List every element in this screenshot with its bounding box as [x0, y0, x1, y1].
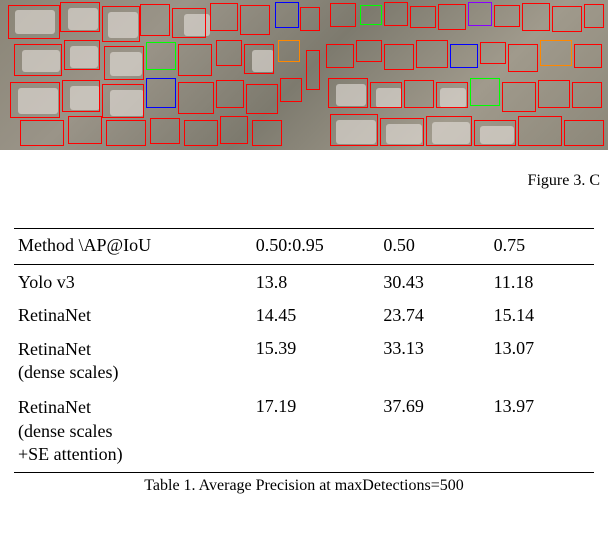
table-body: Yolo v313.830.4311.18RetinaNet14.4523.74… [14, 266, 594, 473]
detection-bbox [502, 82, 536, 112]
table-row: RetinaNet(dense scales)15.3933.1313.07 [14, 332, 594, 391]
detection-bbox [450, 44, 478, 68]
detection-bbox [102, 6, 140, 42]
detection-bbox [172, 8, 206, 38]
detection-bbox [326, 44, 354, 68]
cell-b: 30.43 [379, 266, 489, 299]
detection-bbox [246, 84, 278, 114]
detection-bbox [436, 82, 468, 108]
detection-bbox [438, 4, 466, 30]
detection-bbox [468, 2, 492, 26]
cell-method: RetinaNet [14, 299, 252, 332]
detection-bbox [426, 116, 472, 146]
detection-bbox [370, 82, 402, 108]
detection-bbox [330, 114, 378, 146]
detection-bbox [68, 116, 102, 144]
detection-bbox [410, 6, 436, 28]
cell-method: RetinaNet(dense scales+SE attention) [14, 390, 252, 473]
table-header-row: Method \AP@IoU 0.50:0.95 0.50 0.75 [14, 229, 594, 265]
table-row: RetinaNet14.4523.7415.14 [14, 299, 594, 332]
figure-caption-partial: Figure 3. C [528, 172, 600, 190]
detection-bbox [106, 120, 146, 146]
header-method: Method \AP@IoU [14, 229, 252, 265]
detection-bbox [278, 40, 300, 62]
results-table: Method \AP@IoU 0.50:0.95 0.50 0.75 Yolo … [14, 228, 594, 473]
detection-figure [0, 0, 608, 150]
detection-bbox [102, 84, 144, 118]
detection-bbox [330, 3, 356, 27]
cell-method: RetinaNet(dense scales) [14, 332, 252, 391]
detection-bbox [240, 5, 270, 35]
detection-bbox [416, 40, 448, 68]
detection-bbox [220, 116, 248, 144]
detection-bbox [210, 3, 238, 31]
detection-bbox [470, 78, 500, 106]
detection-bbox [252, 120, 282, 146]
detection-bbox [150, 118, 180, 144]
detection-bbox [62, 80, 100, 112]
detection-bbox [104, 46, 144, 80]
detection-bbox [380, 118, 424, 146]
detection-bbox [244, 44, 274, 74]
detection-bbox [356, 40, 382, 62]
detection-bbox [574, 44, 602, 68]
detection-bbox [8, 5, 60, 39]
detection-bbox [275, 2, 299, 28]
cell-c: 13.97 [490, 390, 594, 473]
cell-a: 14.45 [252, 299, 380, 332]
detection-bbox [140, 4, 170, 36]
detection-bbox [178, 44, 212, 76]
results-table-wrapper: Method \AP@IoU 0.50:0.95 0.50 0.75 Yolo … [0, 228, 608, 495]
cell-method: Yolo v3 [14, 266, 252, 299]
cell-a: 17.19 [252, 390, 380, 473]
cell-c: 13.07 [490, 332, 594, 391]
detection-bbox [184, 120, 218, 146]
detection-bbox [518, 116, 562, 146]
detection-bbox [538, 80, 570, 108]
detection-bbox [404, 80, 434, 108]
header-col-b: 0.50 [379, 229, 489, 265]
detection-bbox [146, 78, 176, 108]
detection-bbox [60, 2, 100, 32]
detection-bbox [384, 2, 408, 26]
cell-b: 33.13 [379, 332, 489, 391]
cell-c: 15.14 [490, 299, 594, 332]
detection-bbox [564, 120, 604, 146]
detection-bbox [216, 80, 244, 108]
detection-bbox [552, 6, 582, 32]
cell-a: 15.39 [252, 332, 380, 391]
cell-b: 37.69 [379, 390, 489, 473]
detection-bbox [146, 42, 176, 70]
detection-bbox [494, 5, 520, 27]
detection-bbox [178, 82, 214, 114]
detection-bbox [480, 42, 506, 64]
detection-bbox [474, 120, 516, 146]
detection-bbox [306, 50, 320, 90]
detection-bbox [14, 44, 62, 76]
table-row: Yolo v313.830.4311.18 [14, 266, 594, 299]
detection-bbox [328, 78, 368, 108]
detection-bbox [360, 5, 382, 25]
detection-bbox [216, 40, 242, 66]
detection-bbox [20, 120, 64, 146]
detection-bbox [10, 82, 60, 118]
detection-bbox [540, 40, 572, 66]
detection-bbox [300, 7, 320, 31]
cell-c: 11.18 [490, 266, 594, 299]
detection-bbox [522, 3, 550, 31]
cell-a: 13.8 [252, 266, 380, 299]
detection-bbox [384, 44, 414, 70]
detection-bbox [64, 40, 100, 70]
detection-bbox [508, 44, 538, 72]
detection-bbox [584, 4, 604, 28]
detection-bbox [280, 78, 302, 102]
cell-b: 23.74 [379, 299, 489, 332]
header-col-a: 0.50:0.95 [252, 229, 380, 265]
table-caption: Table 1. Average Precision at maxDetecti… [14, 477, 594, 495]
table-row: RetinaNet(dense scales+SE attention)17.1… [14, 390, 594, 473]
detection-bbox [572, 82, 602, 108]
header-col-c: 0.75 [490, 229, 594, 265]
